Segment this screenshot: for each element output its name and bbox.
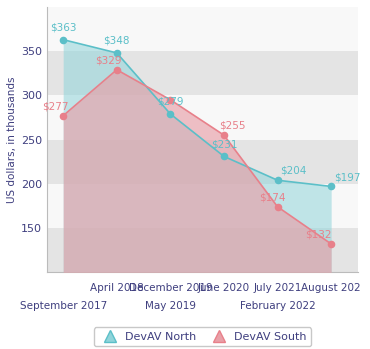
Point xyxy=(221,154,227,159)
Text: $363: $363 xyxy=(50,23,77,32)
Bar xyxy=(47,140,358,184)
Point xyxy=(328,241,334,247)
Text: September 2017: September 2017 xyxy=(20,302,107,311)
Point xyxy=(275,177,280,183)
Text: July 2021: July 2021 xyxy=(253,283,302,293)
Text: $329: $329 xyxy=(95,55,122,65)
Text: $277: $277 xyxy=(42,101,68,111)
Text: $197: $197 xyxy=(334,172,360,182)
Text: $279: $279 xyxy=(157,97,184,107)
Bar xyxy=(47,184,358,228)
Point xyxy=(114,50,120,56)
Text: $132: $132 xyxy=(305,230,331,239)
Point xyxy=(328,184,334,189)
Legend: DevAV North, DevAV South: DevAV North, DevAV South xyxy=(94,327,311,346)
Text: April 2018: April 2018 xyxy=(90,283,144,293)
Point xyxy=(167,111,173,117)
Text: December 2019: December 2019 xyxy=(128,283,212,293)
Bar xyxy=(47,7,358,51)
Point xyxy=(60,37,66,43)
Point xyxy=(275,204,280,210)
Text: May 2019: May 2019 xyxy=(145,302,196,311)
Text: $204: $204 xyxy=(280,166,307,176)
Text: June 2020: June 2020 xyxy=(198,283,250,293)
Point xyxy=(221,132,227,138)
Y-axis label: US dollars, in thousands: US dollars, in thousands xyxy=(7,76,17,203)
Point xyxy=(167,97,173,103)
Text: $174: $174 xyxy=(259,192,286,202)
Point xyxy=(114,67,120,73)
Text: $348: $348 xyxy=(104,36,130,46)
Text: $255: $255 xyxy=(219,121,245,131)
Text: February 2022: February 2022 xyxy=(240,302,316,311)
Bar xyxy=(47,228,358,272)
Bar xyxy=(47,95,358,140)
Text: $231: $231 xyxy=(211,139,237,149)
Text: August 202: August 202 xyxy=(301,283,361,293)
Point xyxy=(60,113,66,119)
Bar xyxy=(47,51,358,95)
